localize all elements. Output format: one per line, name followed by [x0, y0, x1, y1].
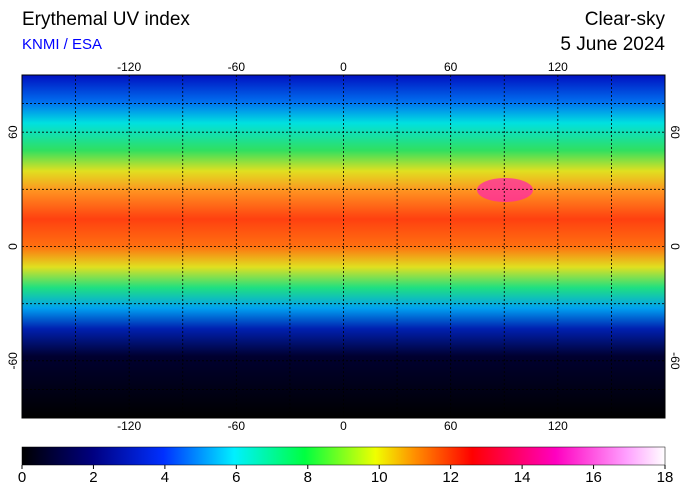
colorbar-label: 16 [585, 469, 602, 486]
colorbar-label: 4 [161, 469, 169, 486]
tibet-hotspot [477, 178, 533, 202]
colorbar-label: 6 [232, 469, 240, 486]
colorbar-label: 0 [18, 469, 26, 486]
lat-label: 60 [6, 125, 20, 139]
lon-label: -120 [117, 60, 141, 74]
colorbar-label: 2 [89, 469, 97, 486]
colorbar-label: 10 [371, 469, 388, 486]
lat-label: 0 [668, 243, 682, 250]
lon-label: -60 [228, 60, 246, 74]
colorbar-label: 18 [657, 469, 674, 486]
lat-label: 60 [668, 125, 682, 139]
lon-label: 60 [444, 419, 458, 433]
lon-label: -120 [117, 419, 141, 433]
lon-label: 60 [444, 60, 458, 74]
lat-label: 0 [6, 243, 20, 250]
lat-label: -60 [6, 352, 20, 370]
colorbar-label: 8 [304, 469, 312, 486]
title: Erythemal UV index [22, 9, 190, 30]
lon-label: 120 [548, 419, 568, 433]
lon-label: -60 [228, 419, 246, 433]
lon-label: 0 [340, 60, 347, 74]
lon-label: 120 [548, 60, 568, 74]
colorbar [21, 446, 666, 466]
condition: Clear-sky [585, 9, 666, 30]
source: KNMI / ESA [22, 36, 102, 53]
lon-label: 0 [340, 419, 347, 433]
date: 5 June 2024 [560, 34, 665, 55]
colorbar-label: 14 [514, 469, 531, 486]
lat-label: -60 [668, 352, 682, 370]
colorbar-label: 12 [442, 469, 459, 486]
